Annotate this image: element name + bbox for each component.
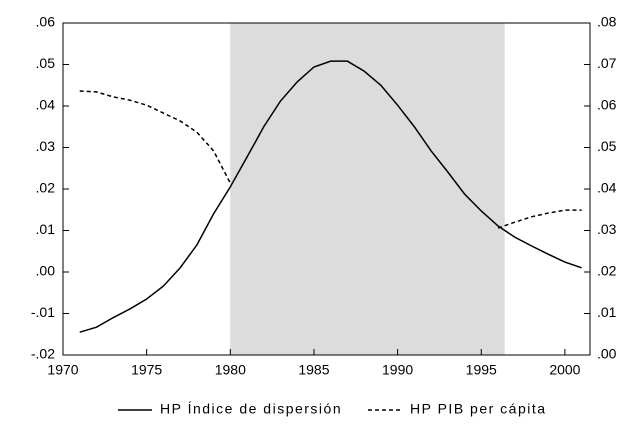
y2-tick-label: .01 (597, 304, 617, 320)
y-tick-label: .01 (36, 221, 56, 237)
y2-tick-label: .03 (597, 221, 617, 237)
y-tick-label: .06 (36, 14, 56, 30)
y2-tick-label: .05 (597, 138, 617, 154)
y-tick-label: .04 (36, 97, 56, 113)
x-tick-label: 1985 (298, 362, 329, 378)
legend-label: HP Índice de dispersión (160, 401, 342, 417)
x-tick-label: 1970 (47, 362, 78, 378)
y-tick-label: -.02 (31, 346, 55, 362)
x-tick-label: 1990 (382, 362, 413, 378)
y-tick-label: .00 (36, 263, 56, 279)
y2-tick-label: .08 (597, 14, 617, 30)
plot-frame (62, 22, 591, 356)
series-line (79, 90, 582, 229)
shaded-region (230, 23, 505, 355)
x-tick-label: 2000 (549, 362, 580, 378)
y2-tick-label: .06 (597, 97, 617, 113)
series-line (79, 60, 582, 333)
y-tick-label: -.01 (31, 304, 55, 320)
y2-tick-label: .04 (597, 180, 617, 196)
y-tick-label: .02 (36, 180, 56, 196)
y-tick-label: .03 (36, 138, 56, 154)
x-tick-label: 1980 (215, 362, 246, 378)
y2-tick-label: .07 (597, 55, 617, 71)
y2-tick-label: .02 (597, 263, 617, 279)
y-tick-label: .05 (36, 55, 56, 71)
y2-tick-label: .00 (597, 346, 617, 362)
x-tick-label: 1975 (131, 362, 162, 378)
legend-label: HP PIB per cápita (410, 401, 547, 417)
x-tick-label: 1995 (466, 362, 497, 378)
